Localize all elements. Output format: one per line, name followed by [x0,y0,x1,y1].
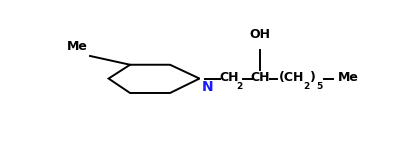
Text: (CH: (CH [279,71,304,84]
Text: 5: 5 [316,82,323,91]
Text: 2: 2 [237,82,243,91]
Text: Me: Me [66,40,88,53]
Text: Me: Me [338,71,359,84]
Text: CH: CH [250,71,269,84]
Text: CH: CH [220,71,239,84]
Text: ): ) [310,71,316,84]
Text: OH: OH [249,28,270,41]
Text: 2: 2 [304,82,310,91]
Text: N: N [202,80,214,94]
